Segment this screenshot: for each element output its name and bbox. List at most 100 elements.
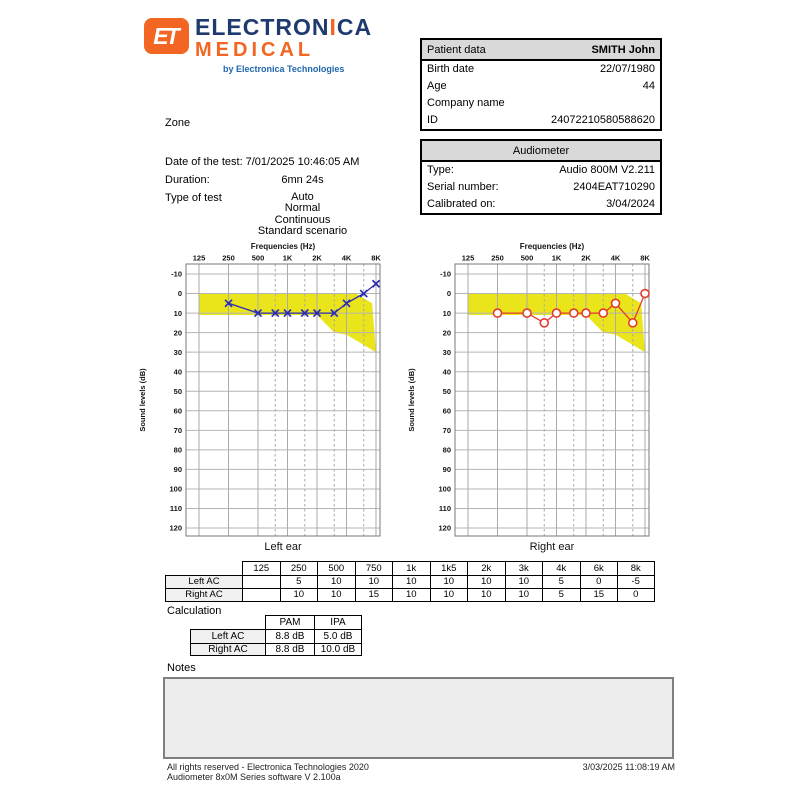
patient-data-title: Patient data — [427, 43, 486, 56]
column-header: 6k — [579, 561, 617, 575]
value-cell — [242, 574, 280, 588]
threshold-marker-x — [359, 289, 368, 298]
calculation-label: Calculation — [167, 605, 222, 617]
y-tick-label: 80 — [443, 446, 451, 455]
x-tick-label: 500 — [252, 254, 265, 263]
x-tick-label: 8K — [371, 254, 381, 263]
value-cell: 8.8 dB — [265, 642, 314, 657]
column-header: 4k — [542, 561, 580, 575]
y-tick-label: 100 — [169, 485, 182, 494]
x-tick-label: 1K — [283, 254, 293, 263]
y-tick-label: 70 — [174, 426, 182, 435]
y-tick-label: 10 — [174, 309, 182, 318]
patient-name: SMITH John — [591, 43, 655, 56]
column-header: 3k — [504, 561, 542, 575]
calculation-table: PAM IPA Left AC 8.8 dB 5.0 dB Right AC 8.8 dB 1… — [190, 615, 362, 657]
y-tick-label: 60 — [174, 406, 182, 415]
value-cell: 15 — [579, 588, 617, 602]
value-cell: 5 — [542, 574, 580, 588]
value-cell — [242, 588, 280, 602]
y-tick-label: 120 — [169, 524, 182, 533]
threshold-marker-x — [283, 308, 292, 318]
value-cell: 10 — [504, 588, 542, 602]
x-axis-title: Frequencies (Hz) — [251, 242, 316, 251]
threshold-marker-o — [568, 308, 579, 318]
audiometer-row: Serial number: 2404EAT710290 — [427, 181, 655, 193]
notes-box — [163, 677, 674, 759]
threshold-marker-x — [271, 308, 280, 318]
logo-text: ELECTRONICA MEDICAL by Electronica Techn… — [195, 14, 373, 75]
column-header: 8k — [617, 561, 655, 575]
audiometer-row: Calibrated on: 3/04/2024 — [427, 198, 655, 210]
logo: ET ELECTRONICA MEDICAL by Electronica Te… — [144, 15, 372, 74]
thresholds-table: 125 250 500 750 1k 1k5 2k 3k 4k 6k 8k Left AC 5 10 10 1… — [165, 561, 655, 602]
x-tick-label: 4K — [611, 254, 621, 263]
y-tick-label: 110 — [170, 504, 182, 513]
audiometer-row: Type: Audio 800M V2.211 — [427, 164, 655, 176]
x-tick-label: 2K — [581, 254, 591, 263]
y-tick-label: 110 — [439, 504, 451, 513]
row-label: Left AC — [190, 628, 265, 643]
y-tick-label: 90 — [443, 465, 451, 474]
test-type-label: Type of test — [165, 192, 222, 204]
x-tick-label: 125 — [193, 254, 206, 263]
threshold-line — [228, 283, 377, 314]
threshold-marker-o — [610, 298, 621, 309]
x-tick-label: 250 — [491, 254, 504, 263]
threshold-marker-o — [640, 288, 650, 299]
notes-label: Notes — [167, 662, 196, 674]
zone-label: Zone — [165, 117, 191, 129]
value-cell: 5.0 dB — [314, 628, 362, 643]
y-tick-label: 0 — [178, 289, 182, 298]
logo-icon-text: ET — [153, 22, 179, 49]
y-tick-label: 70 — [443, 426, 451, 435]
x-tick-label: 8K — [640, 254, 650, 263]
x-tick-label: 250 — [222, 254, 235, 263]
footer-datetime: 3/03/2025 11:08:19 AM — [582, 762, 675, 772]
value-cell: 10 — [279, 588, 317, 602]
ear-caption: Left ear — [264, 541, 302, 553]
y-axis-title: Sound levels (dB) — [407, 368, 416, 432]
footer-software-version: Audiometer 8x0M Series software V 2.100a — [167, 772, 341, 782]
y-tick-label: 20 — [443, 328, 451, 337]
row-label: Right AC — [165, 588, 242, 602]
y-tick-label: 80 — [174, 446, 182, 455]
brand-name: ELECTRONICA — [195, 14, 373, 40]
column-header: 2k — [467, 561, 505, 575]
x-tick-label: 1K — [552, 254, 562, 263]
value-cell: 5 — [279, 574, 317, 588]
y-tick-label: -10 — [171, 270, 182, 279]
value-cell: 10 — [317, 588, 355, 602]
threshold-marker-o — [539, 318, 550, 328]
column-header: 750 — [354, 561, 392, 575]
x-tick-label: 500 — [521, 254, 534, 263]
audiogram-right-ear: Frequencies (Hz) Sound levels (dB) -10 0 10 2… — [407, 242, 650, 553]
x-tick-label: 125 — [462, 254, 475, 263]
value-cell: 10 — [429, 588, 467, 602]
value-cell: 10 — [467, 588, 505, 602]
y-tick-label: 0 — [447, 289, 451, 298]
corner-cell — [190, 615, 265, 629]
threshold-marker-o — [522, 308, 532, 318]
threshold-marker-o — [598, 308, 609, 318]
test-type-values: Auto Normal Continuous Standard scenario — [257, 191, 348, 237]
y-tick-label: 30 — [174, 348, 182, 357]
footer-copyright: All rights reserved - Electronica Techno… — [167, 762, 369, 772]
threshold-marker-x — [371, 279, 381, 288]
y-tick-label: 60 — [443, 406, 451, 415]
value-cell: 10 — [429, 574, 467, 588]
test-date-value: 7/01/2025 10:46:05 AM — [245, 156, 360, 168]
row-label: Left AC — [165, 574, 242, 588]
column-header: PAM — [265, 615, 314, 629]
threshold-marker-x — [312, 308, 322, 318]
audiometer-box: Audiometer Type: Audio 800M V2.211 Serial… — [420, 139, 662, 215]
column-header: IPA — [314, 615, 362, 629]
column-header: 250 — [279, 561, 317, 575]
threshold-marker-o — [581, 308, 591, 318]
y-tick-label: 50 — [443, 387, 451, 396]
value-cell: 5 — [542, 588, 580, 602]
patient-data-box: Patient data SMITH John Birth date 22/07/… — [420, 38, 662, 131]
value-cell: 10 — [392, 588, 430, 602]
threshold-marker-x — [330, 308, 339, 318]
